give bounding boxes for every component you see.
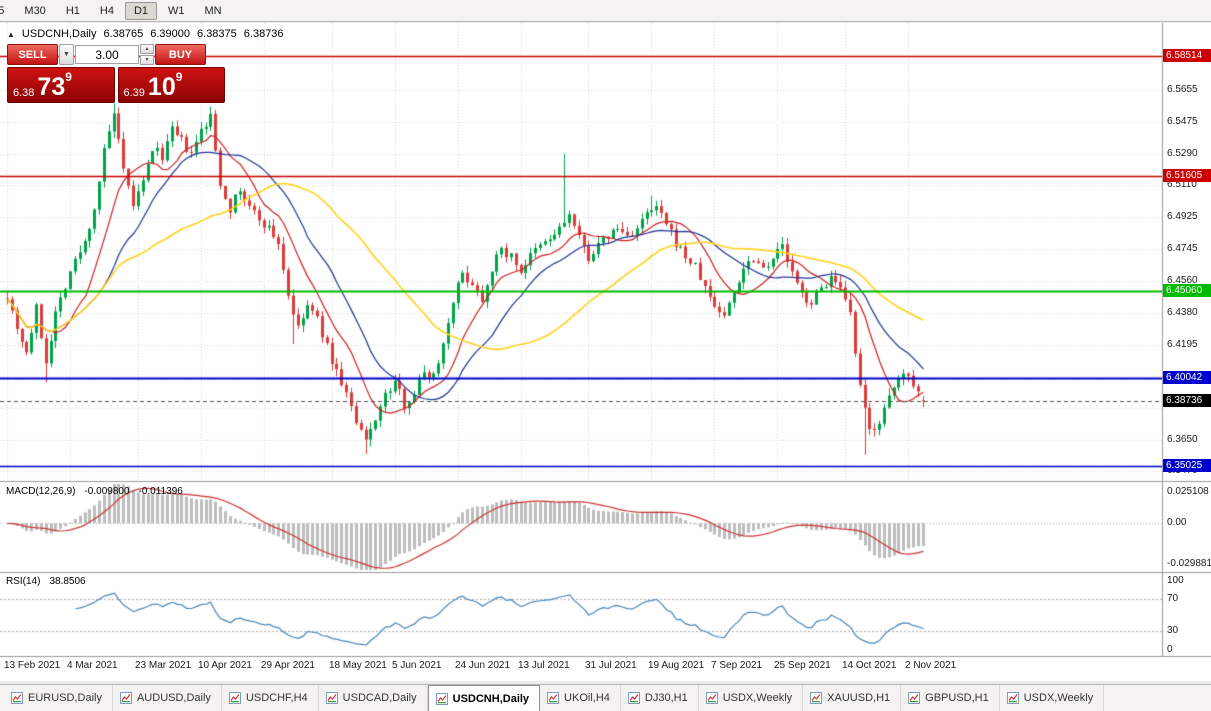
chart-tab-icon [435,692,448,705]
timeframe-button-d1[interactable]: D1 [124,1,157,20]
ohlc-open: 6.38765 [103,28,144,40]
timeframe-button-m30[interactable]: M30 [15,2,54,20]
sell-price-sup: 9 [65,70,72,84]
symbol-title: USDCNH,Daily [21,28,97,40]
timeframe-button-m15[interactable]: M15 [0,2,13,20]
chart-tab-label: USDCAD,Daily [342,692,417,704]
chart-tab-icon [11,692,23,704]
rsi-indicator-label: RSI(14) 38.8506 [6,576,86,587]
sell-button[interactable]: SELL [7,44,58,65]
volume-input[interactable] [75,45,139,64]
timeframe-button-mn[interactable]: MN [196,2,231,20]
price-chart-canvas[interactable] [0,23,1211,681]
chart-tab-8-xauusd-h1[interactable]: XAUUSD,H1 [803,685,902,711]
buy-button[interactable]: BUY [155,44,206,65]
buy-price-small: 6.39 [123,87,145,99]
chart-info-line: ▲ USDCNH,Daily 6.38765 6.39000 6.38375 6… [7,28,284,40]
buy-price-display[interactable]: 6.39 10 9 [117,67,225,103]
chart-tab-label: USDX,Weekly [1023,692,1094,704]
macd-signal-value: -0.011396 [138,486,183,497]
chart-tab-0-eurusd-daily[interactable]: EURUSD,Daily [4,685,113,711]
chart-tab-label: AUDUSD,Daily [136,692,211,704]
collapse-chart-icon[interactable]: ▲ [7,29,15,39]
chart-tab-7-usdx-weekly[interactable]: USDX,Weekly [699,685,804,711]
chart-tab-icon [228,692,241,704]
chart-tab-label: USDX,Weekly [722,692,793,704]
chart-tab-icon [908,692,921,704]
chart-tab-icon [1006,692,1019,704]
chart-tab-icon [705,692,718,704]
chart-window: 6.5655 6.5475 6.5290 6.5110 6.4925 6.4745 6.45… [0,23,1211,681]
macd-indicator-label: MACD(12,26,9) -0.009800 -0.011396 [6,486,183,497]
ohlc-high: 6.39000 [150,28,191,40]
buy-price-sup: 9 [175,70,183,84]
chart-tab-icon [119,692,132,704]
chart-tab-1-audusd-daily[interactable]: AUDUSD,Daily [113,685,222,711]
chart-tab-label: UKOil,H4 [564,692,610,704]
chart-tab-4-usdcnh-daily[interactable]: USDCNH,Daily [427,685,541,711]
volume-dropdown-button[interactable]: ▼ [59,44,74,65]
rsi-name: RSI(14) [6,576,41,587]
chart-tab-icon [810,692,823,704]
chart-tab-label: DJ30,H1 [644,692,688,704]
timeframe-button-h1[interactable]: H1 [57,2,89,20]
chart-tab-3-usdcad-daily[interactable]: USDCAD,Daily [319,685,428,711]
volume-decrease-button[interactable]: ▼ [140,55,154,65]
chart-tab-icon [547,692,560,704]
timeframe-button-w1[interactable]: W1 [159,2,194,20]
chart-tab-9-gbpusd-h1[interactable]: GBPUSD,H1 [901,685,1000,711]
timeframe-toolbar: M15M30H1H4D1W1MN [0,0,1211,22]
chart-tab-6-dj30-h1[interactable]: DJ30,H1 [621,685,699,711]
chart-tab-2-usdchf-h4[interactable]: USDCHF,H4 [222,685,319,711]
one-click-trading-panel: SELL ▼ ▲ ▼ BUY 6.38 73 9 6.39 10 9 [7,44,225,103]
chart-tab-5-ukoil-h4[interactable]: UKOil,H4 [540,685,621,711]
chart-tab-icon [325,692,338,704]
ohlc-close: 6.38736 [243,28,284,40]
ohlc-low: 6.38375 [197,28,237,40]
volume-increase-button[interactable]: ▲ [140,44,154,54]
chart-tab-label: EURUSD,Daily [28,692,102,704]
chart-tab-label: XAUUSD,H1 [827,692,891,704]
rsi-value: 38.8506 [49,576,86,587]
chart-tab-10-usdx-weekly[interactable]: USDX,Weekly [1000,685,1105,711]
chart-tab-label: USDCNH,Daily [452,692,530,705]
macd-name: MACD(12,26,9) [6,486,76,497]
chart-tab-label: USDCHF,H4 [245,692,308,704]
macd-value: -0.009800 [84,486,130,497]
sell-price-display[interactable]: 6.38 73 9 [7,67,115,103]
chart-tab-label: GBPUSD,H1 [925,692,989,704]
timeframe-button-h4[interactable]: H4 [91,2,123,20]
sell-price-small: 6.38 [13,87,35,99]
chart-tabs-bar: EURUSD,Daily AUDUSD,Daily USDCHF,H4 USDCAD,… [0,684,1211,711]
volume-spinner: ▲ ▼ [140,44,154,65]
chart-tab-icon [627,692,640,704]
buy-price-big: 10 [147,73,176,101]
sell-price-big: 73 [37,73,66,101]
